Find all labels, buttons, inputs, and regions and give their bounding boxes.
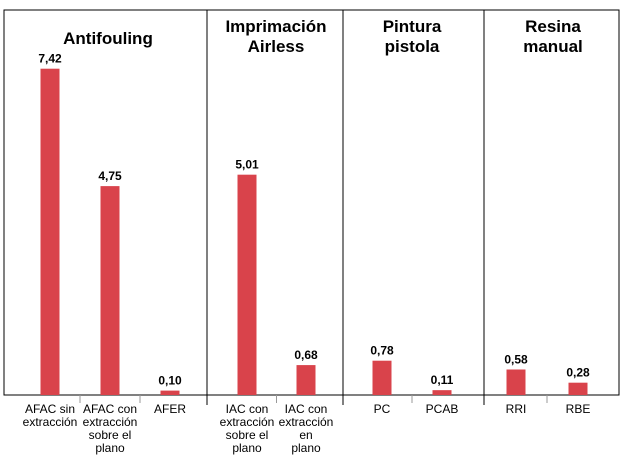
bar (372, 360, 392, 395)
category-label-line: plano (95, 441, 125, 455)
category-label-line: RBE (566, 402, 591, 416)
data-label: 0,78 (370, 344, 394, 358)
group-title: Antifouling (63, 29, 153, 48)
bar (432, 390, 452, 395)
category-label: PC (374, 402, 391, 416)
group-title-line: Resina (525, 17, 581, 36)
category-label-line: extracción (220, 415, 275, 429)
group-title-line: pistola (385, 37, 440, 56)
data-label: 0,58 (504, 352, 528, 366)
group-title-line: manual (523, 37, 583, 56)
category-label: AFAC con extracción sobre el plano (83, 402, 138, 455)
category-label: RBE (566, 402, 591, 416)
category-label-line: IAC con (285, 402, 328, 416)
category-label: IAC con extracción sobre el plano (220, 402, 275, 455)
category-label-line: RRI (506, 402, 527, 416)
category-label: AFER (154, 402, 186, 416)
category-label-line: plano (291, 441, 321, 455)
category-label-line: IAC con (226, 402, 269, 416)
category-label-line: plano (232, 441, 262, 455)
category-label-line: PCAB (426, 402, 459, 416)
category-label-line: en (299, 428, 312, 442)
category-label-line: extracción (279, 415, 334, 429)
bar (40, 68, 60, 395)
data-label: 0,68 (294, 348, 318, 362)
group-title: Imprimación Airless (225, 17, 326, 56)
category-label: PCAB (426, 402, 459, 416)
group-title-line: Imprimación (225, 17, 326, 36)
bar (568, 382, 588, 395)
data-label: 4,75 (98, 169, 122, 183)
category-label-line: sobre el (226, 428, 269, 442)
category-label: AFAC sin extracción (23, 402, 78, 429)
group-title: Resina manual (523, 17, 583, 56)
category-label-line: AFAC sin (25, 402, 75, 416)
category-label-line: extracción (83, 415, 138, 429)
data-label: 5,01 (235, 158, 259, 172)
category-label-line: sobre el (89, 428, 132, 442)
category-label-line: AFAC con (83, 402, 137, 416)
category-label-line: extracción (23, 415, 78, 429)
bar (100, 186, 120, 395)
chart-frame (3, 9, 620, 396)
bar (296, 365, 316, 395)
data-label: 7,42 (38, 52, 62, 66)
category-label-line: PC (374, 402, 391, 416)
bar (506, 369, 526, 395)
group-title: Pintura pistola (383, 17, 442, 56)
bar (237, 174, 257, 395)
group-title-line: Airless (248, 37, 305, 56)
category-label: IAC con extracción en plano (279, 402, 334, 455)
data-label: 0,28 (566, 366, 590, 380)
group-title-line: Pintura (383, 17, 442, 36)
data-label: 0,10 (158, 374, 182, 388)
bar (160, 390, 180, 395)
category-label-line: AFER (154, 402, 186, 416)
data-label: 0,11 (431, 373, 454, 387)
group-title-line: Antifouling (63, 29, 153, 48)
category-label: RRI (506, 402, 527, 416)
